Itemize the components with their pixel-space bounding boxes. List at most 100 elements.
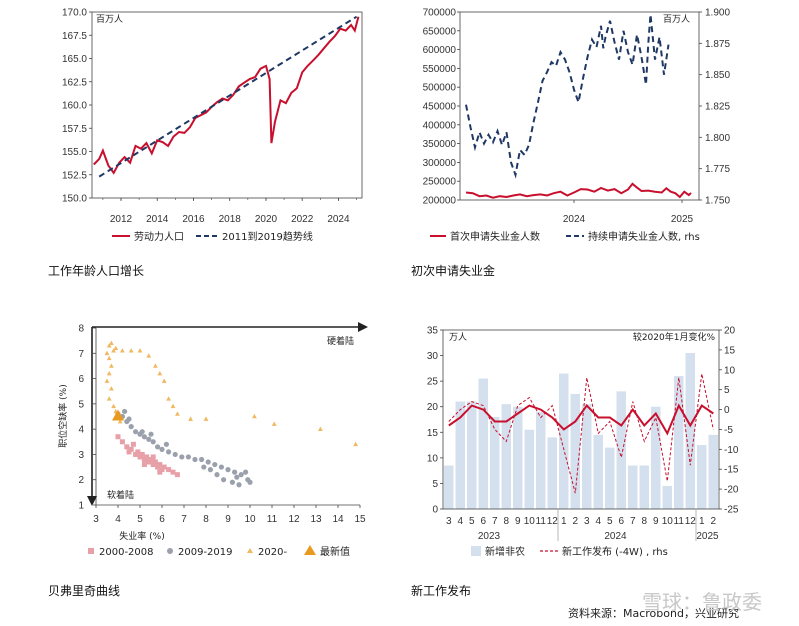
right-y-tick-label: 15 [724,345,736,356]
point-2000-2008 [144,454,150,460]
x-tick-label: 2018 [219,214,242,225]
x-month-label: 10 [662,516,674,527]
x-tick-label: 2016 [182,214,205,225]
point-2000-2008 [174,472,180,478]
x-tick-label: 2025 [671,214,694,225]
bar-nonfarm [478,378,488,509]
x-year-label: 2025 [696,531,719,542]
x-tick-label: 2012 [110,214,133,225]
y-tick-label: 155.0 [62,147,87,158]
x-month-label: 7 [630,516,636,527]
point-2009-2019 [122,408,128,415]
left-y-tick-label: 35 [427,326,439,337]
point-2009-2019 [232,469,238,475]
source-note: 资料来源：Macrobond，兴业研究 [568,606,739,620]
legend-label-2009-2019: 2009-2019 [178,547,233,558]
point-2020 [161,378,167,383]
x-axis-title: 失业率 (%) [119,530,164,542]
right-y-tick-label: 0 [724,405,730,416]
x-month-label: 9 [653,516,659,527]
unit-label: 百万人 [96,14,123,25]
y-tick-label: 4 [78,425,84,436]
point-2000-2008 [133,451,139,457]
point-2009-2019 [221,477,227,483]
left-y-tick-label: 450000 [423,102,457,113]
point-2020 [111,348,116,353]
x-month-label: 7 [492,516,498,527]
y-tick-label: 152.5 [62,170,87,181]
legend-label-2020: 2020- [258,547,287,558]
caption-jobless-claims: 初次申请失业金 [411,263,495,278]
point-2009-2019 [234,474,240,480]
caption-labor-force: 工作年龄人口增长 [48,264,144,278]
point-2009-2019 [218,464,224,470]
point-2000-2008 [128,446,134,452]
point-2009-2019 [148,431,154,437]
plot-frame [442,329,720,510]
y-tick-label: 160.0 [62,101,87,112]
x-tick-label: 15 [354,514,366,525]
point-2009-2019 [139,429,145,435]
x-month-label: 4 [457,516,463,527]
arrow-right-head [358,322,368,332]
y-tick-label: 3 [78,450,84,461]
point-2020 [113,345,119,351]
point-2000-2008 [146,459,152,465]
x-tick-label: 5 [137,514,143,525]
series-line-trend [98,15,358,178]
x-month-label: 6 [480,516,486,527]
x-month-label: 8 [641,516,647,527]
point-2009-2019 [159,446,165,452]
right-y-tick-label: 1.900 [705,8,730,19]
point-2009-2019 [155,444,161,450]
left-y-tick-label: 15 [427,428,439,439]
x-tick-label: 2022 [291,214,314,225]
point-2020 [120,348,125,353]
right-y-tick-label: 10 [724,365,736,376]
caption-job-postings: 新工作发布 [411,583,471,598]
left-y-tick-label: 650000 [423,26,457,37]
x-month-label: 12 [547,516,559,527]
point-2000-2008 [155,464,161,470]
point-2009-2019 [128,424,134,430]
point-2000-2008 [148,456,154,462]
point-2020 [111,403,116,409]
bar-nonfarm [536,411,546,509]
point-2020 [106,370,112,376]
x-tick-label: 14 [332,514,344,525]
right-y-tick-label: 1.875 [705,39,730,50]
x-month-label: 10 [524,516,536,527]
x-month-label: 2 [572,516,578,527]
point-2009-2019 [238,472,244,478]
x-month-label: 6 [618,516,624,527]
left-y-tick-label: 350000 [423,139,457,150]
x-tick-label: 2024 [563,214,586,225]
x-tick-label: 12 [288,514,300,525]
right-y-tick-label: 20 [724,326,736,337]
left-y-tick-label: 10 [427,453,439,464]
legend-label-labor-force: 劳动力人口 [134,230,184,243]
point-2009-2019 [214,472,220,478]
right-unit-label: 较2020年1月变化% [633,331,716,343]
legend-swatch-latest [304,545,316,555]
bar-nonfarm [628,465,638,509]
left-y-tick-label: 300000 [423,158,457,169]
right-y-tick-label: -5 [724,425,733,436]
bar-nonfarm [697,445,707,509]
annotation-hard-landing: 硬着陆 [327,335,354,347]
point-2000-2008 [141,456,147,462]
point-2000-2008 [126,449,132,455]
legend-label-postings: 新工作发布 (-4W) , rhs [562,545,668,558]
left-y-tick-label: 550000 [423,64,457,75]
y-tick-label: 1 [78,501,84,512]
point-2009-2019 [163,441,169,447]
point-2009-2019 [126,416,132,422]
x-tick-label: 4 [115,514,121,525]
x-month-label: 1 [561,516,567,527]
y-tick-label: 5 [78,399,84,410]
point-2000-2008 [166,467,172,473]
bar-nonfarm [639,465,649,509]
point-2009-2019 [141,434,147,440]
point-2009-2019 [146,436,152,442]
